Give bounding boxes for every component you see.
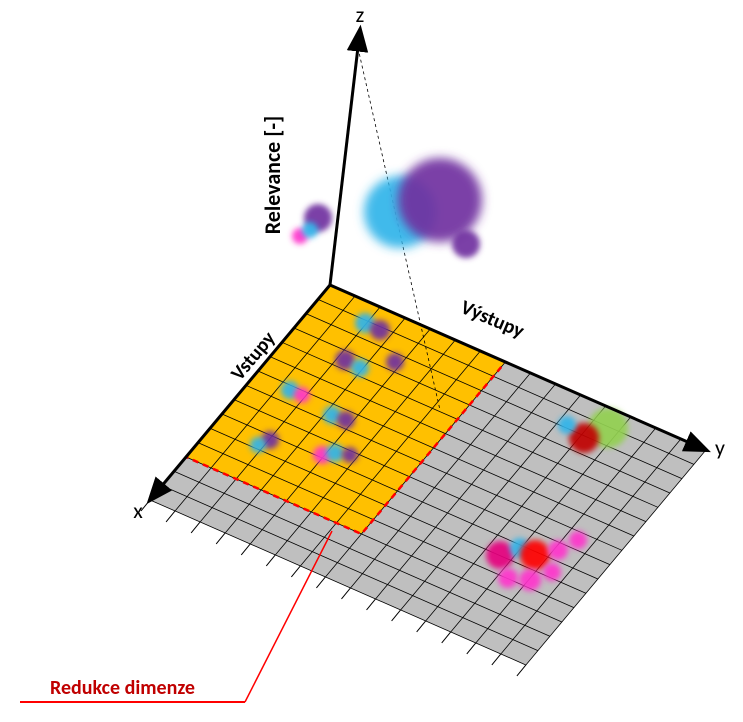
axis-x-label: x: [133, 497, 143, 524]
axis-y-label: y: [715, 434, 725, 461]
axis-z-label: z: [356, 1, 365, 28]
diagram-3d: zxyRelevance [-]VstupyVýstupyRedukce dim…: [0, 0, 743, 722]
axis-line: [330, 30, 360, 285]
bubbles-floating: [292, 158, 482, 258]
reduction-label: Redukce dimenze: [50, 676, 195, 700]
axis-z-title: Relevance [-]: [259, 116, 286, 235]
label-vystupy: Výstupy: [457, 295, 528, 343]
